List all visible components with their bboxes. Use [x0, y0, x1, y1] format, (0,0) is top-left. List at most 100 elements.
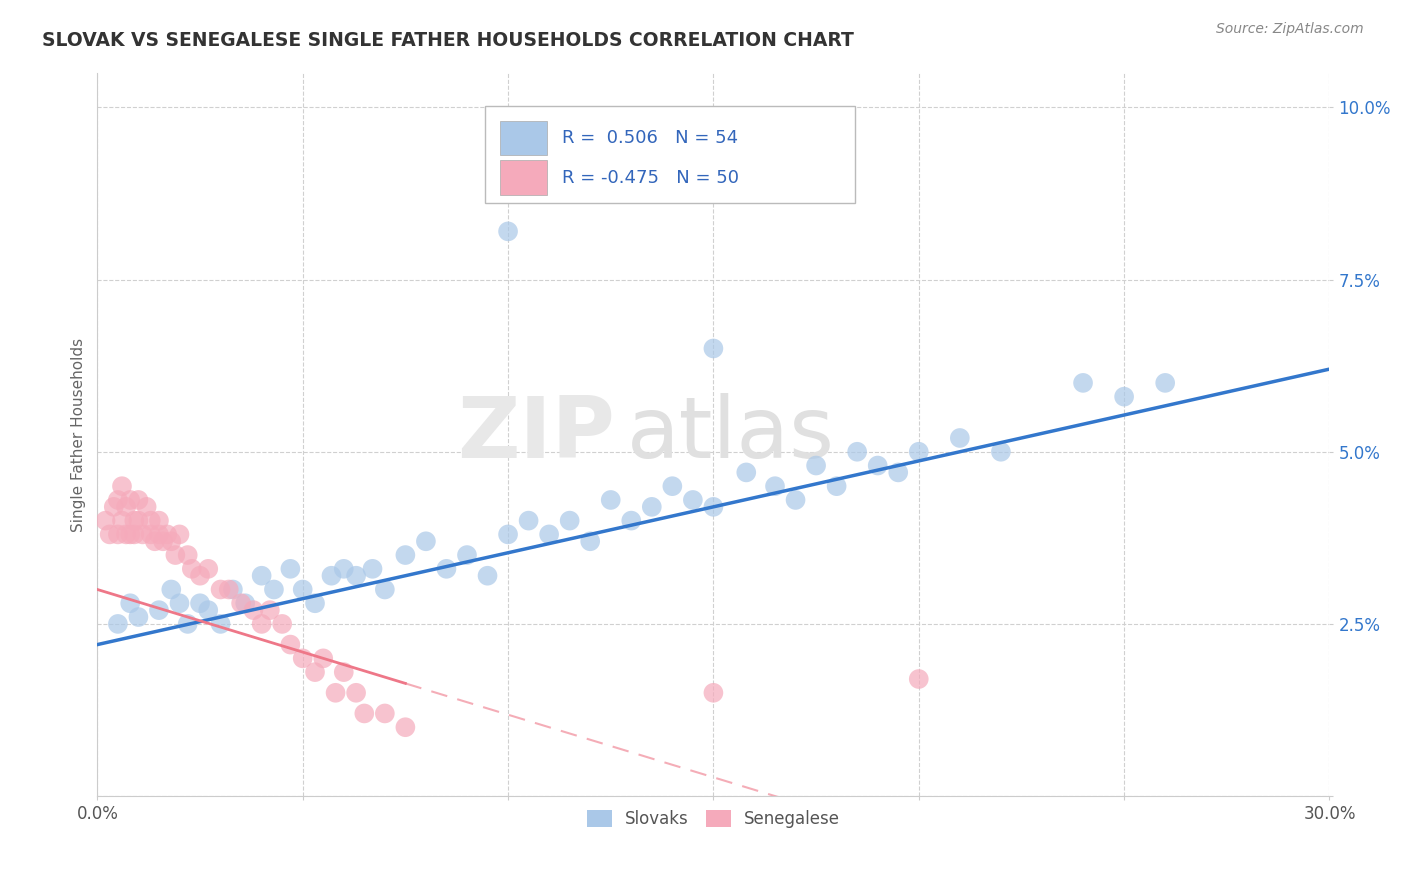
Point: [496, 224, 519, 238]
Point: [197, 562, 219, 576]
Point: [120, 492, 142, 507]
Point: [107, 616, 129, 631]
Point: [156, 527, 179, 541]
Point: [907, 672, 929, 686]
Text: atlas: atlas: [627, 393, 835, 476]
Point: [169, 527, 191, 541]
Point: [160, 582, 183, 597]
Point: [218, 582, 240, 597]
Point: [887, 466, 910, 480]
FancyBboxPatch shape: [485, 105, 855, 203]
Point: [1114, 390, 1136, 404]
Point: [222, 582, 245, 597]
Point: [312, 651, 335, 665]
Point: [949, 431, 972, 445]
Point: [115, 500, 138, 514]
Point: [702, 686, 724, 700]
Point: [127, 610, 149, 624]
Point: [188, 596, 211, 610]
Point: [763, 479, 786, 493]
Point: [280, 638, 302, 652]
Point: [477, 568, 499, 582]
Point: [353, 706, 375, 721]
Point: [107, 492, 129, 507]
Point: [111, 479, 134, 493]
Point: [361, 562, 384, 576]
Point: [496, 527, 519, 541]
Point: [139, 527, 162, 541]
Point: [291, 651, 314, 665]
Point: [139, 514, 162, 528]
Text: R =  0.506   N = 54: R = 0.506 N = 54: [562, 129, 738, 147]
Point: [188, 568, 211, 582]
Point: [394, 720, 416, 734]
Point: [229, 596, 252, 610]
Legend: Slovaks, Senegalese: Slovaks, Senegalese: [581, 804, 846, 835]
Point: [538, 527, 561, 541]
Point: [250, 568, 273, 582]
Point: [374, 582, 396, 597]
Point: [111, 514, 134, 528]
Point: [682, 492, 704, 507]
Point: [152, 534, 174, 549]
Point: [233, 596, 256, 610]
Point: [131, 527, 153, 541]
Point: [148, 527, 170, 541]
Point: [866, 458, 889, 473]
Point: [344, 568, 367, 582]
Point: [103, 500, 125, 514]
Point: [321, 568, 343, 582]
Point: [304, 665, 326, 680]
Point: [415, 534, 437, 549]
Point: [579, 534, 602, 549]
Point: [127, 492, 149, 507]
Point: [115, 527, 138, 541]
Point: [291, 582, 314, 597]
Point: [1071, 376, 1094, 390]
Point: [169, 596, 191, 610]
Point: [702, 500, 724, 514]
Point: [120, 596, 142, 610]
Point: [177, 548, 200, 562]
Point: [846, 444, 869, 458]
Bar: [501, 120, 547, 155]
Point: [907, 444, 929, 458]
Point: [263, 582, 285, 597]
Point: [148, 514, 170, 528]
Point: [271, 616, 294, 631]
Point: [259, 603, 281, 617]
Point: [804, 458, 827, 473]
Point: [702, 342, 724, 356]
Point: [456, 548, 478, 562]
Point: [98, 527, 121, 541]
Point: [94, 514, 117, 528]
Point: [735, 466, 758, 480]
Point: [197, 603, 219, 617]
Point: [124, 514, 146, 528]
Point: [180, 562, 202, 576]
Point: [374, 706, 396, 721]
Text: ZIP: ZIP: [457, 393, 614, 476]
Point: [394, 548, 416, 562]
Text: Source: ZipAtlas.com: Source: ZipAtlas.com: [1216, 22, 1364, 37]
Bar: [501, 161, 547, 195]
Text: R = -0.475   N = 50: R = -0.475 N = 50: [562, 169, 740, 186]
Point: [517, 514, 540, 528]
Point: [250, 616, 273, 631]
Text: SLOVAK VS SENEGALESE SINGLE FATHER HOUSEHOLDS CORRELATION CHART: SLOVAK VS SENEGALESE SINGLE FATHER HOUSE…: [42, 31, 853, 50]
Point: [436, 562, 458, 576]
Point: [1154, 376, 1177, 390]
Point: [344, 686, 367, 700]
Point: [304, 596, 326, 610]
Point: [333, 562, 356, 576]
Point: [107, 527, 129, 541]
Point: [143, 534, 166, 549]
Point: [280, 562, 302, 576]
Point: [209, 616, 232, 631]
Point: [127, 514, 149, 528]
Point: [325, 686, 347, 700]
Y-axis label: Single Father Households: Single Father Households: [72, 337, 86, 532]
Point: [620, 514, 643, 528]
Point: [242, 603, 264, 617]
Point: [785, 492, 807, 507]
